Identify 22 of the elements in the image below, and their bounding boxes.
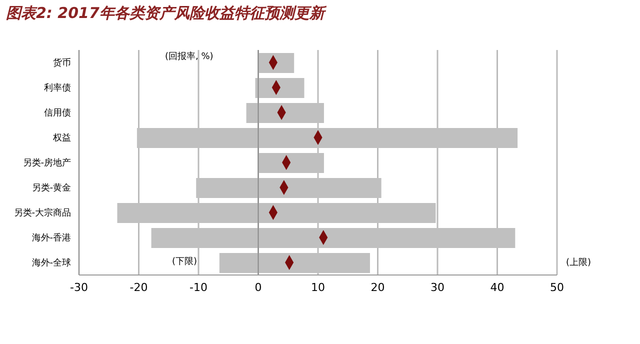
x-tick-label: -20 bbox=[130, 280, 148, 294]
y-tick-label: 权益 bbox=[52, 132, 71, 144]
x-tick-label: -10 bbox=[190, 280, 208, 294]
x-tick-label: 20 bbox=[370, 280, 385, 294]
text: (上限) bbox=[566, 256, 592, 269]
x-tick-label: 10 bbox=[311, 280, 325, 294]
x-tick-label: 30 bbox=[430, 280, 444, 294]
y-tick-label: 另类-黄金 bbox=[32, 182, 71, 194]
x-tick-label: 0 bbox=[254, 280, 262, 294]
annotation: (下限) bbox=[172, 256, 198, 268]
y-tick-label: 货币 bbox=[53, 58, 71, 69]
y-tick-label: 另类-大宗商品 bbox=[14, 208, 71, 219]
x-tick-label: 40 bbox=[490, 280, 504, 294]
y-tick-label: 信用债 bbox=[44, 108, 71, 119]
y-tick-label: 海外-香港 bbox=[32, 232, 71, 244]
x-tick-label: -30 bbox=[70, 280, 88, 294]
y-tick-label: 另类-房地产 bbox=[22, 158, 71, 169]
x-tick-label: 50 bbox=[550, 280, 564, 294]
chart-title: 图表2: 2017年各类资产风险收益特征预测更新 bbox=[6, 4, 324, 23]
annotation: (回报率, %) bbox=[165, 50, 214, 63]
y-tick-label: 海外-全球 bbox=[32, 258, 71, 269]
y-tick-label: 利率债 bbox=[44, 82, 71, 94]
